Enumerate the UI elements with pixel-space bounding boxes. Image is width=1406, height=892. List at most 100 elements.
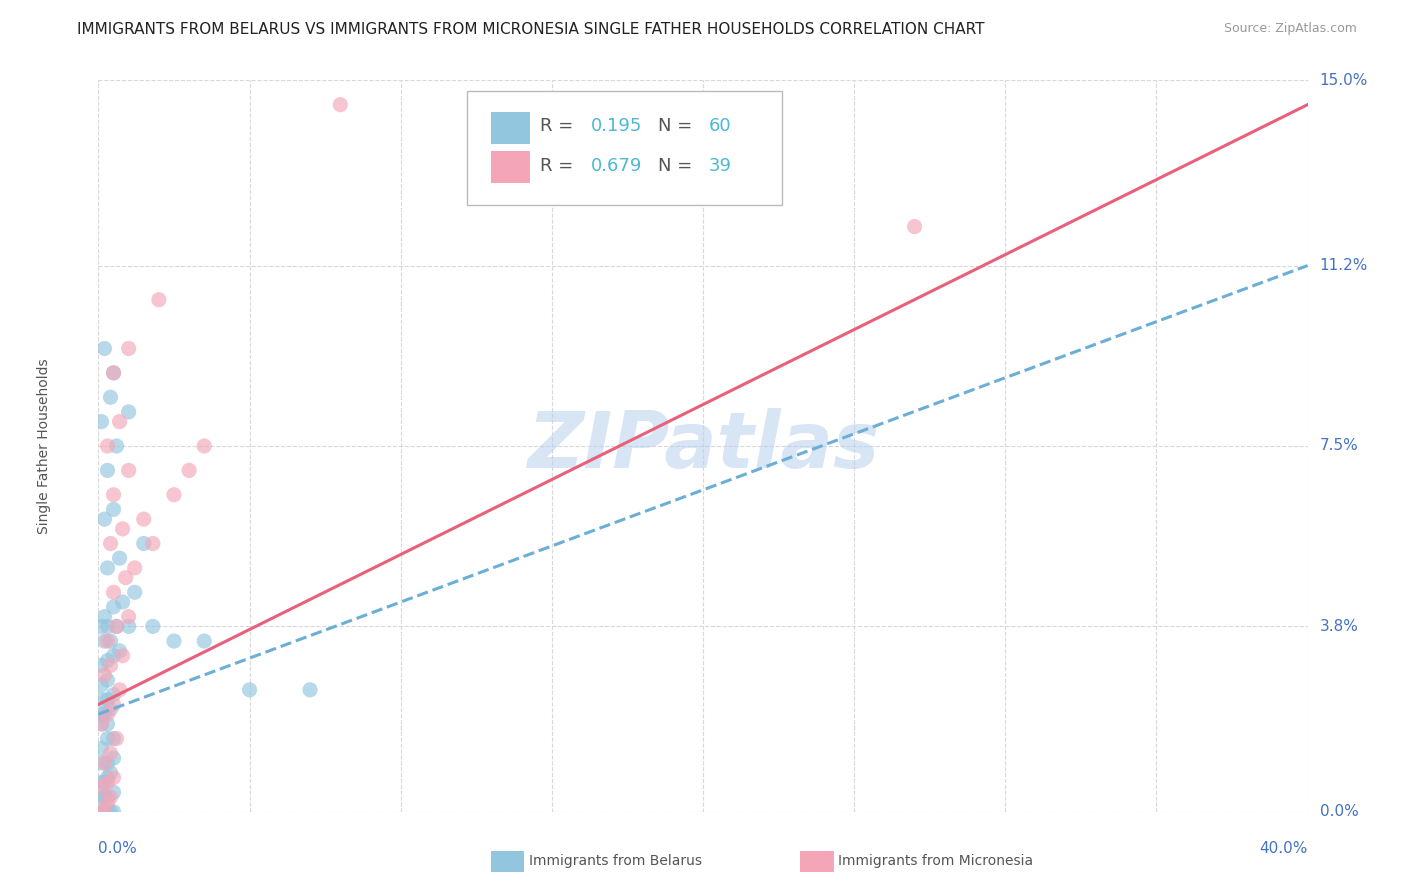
Point [100,702,122,716]
Point [96,707,118,722]
Point [96,756,118,770]
Point [163,634,186,648]
Point [108,644,131,658]
Point [93,805,115,819]
Point [142,536,165,550]
Point [93,707,115,722]
Point [124,561,146,575]
Point [163,488,186,502]
Point [329,97,352,112]
Point [299,682,322,697]
Point [100,805,122,819]
Text: 0.0%: 0.0% [1320,805,1358,819]
Point [93,634,115,648]
Text: ZIPatlas: ZIPatlas [527,408,879,484]
Point [118,619,141,633]
Point [90,692,112,706]
Point [105,731,128,746]
Point [103,785,125,799]
Text: 15.0%: 15.0% [1320,73,1368,87]
Point [96,790,118,805]
Point [148,293,170,307]
Point [90,780,112,795]
Text: R =: R = [540,118,579,136]
Point [96,771,118,785]
Point [96,619,118,633]
Text: 0.0%: 0.0% [98,841,138,856]
Point [179,463,201,477]
Point [90,415,112,429]
Point [103,805,125,819]
Point [93,512,115,526]
Point [93,609,115,624]
Point [103,599,125,614]
Text: N =: N = [658,157,699,175]
Point [103,488,125,502]
Point [90,678,112,692]
FancyBboxPatch shape [492,112,530,144]
Point [114,571,136,585]
Point [90,756,112,770]
Point [103,751,125,765]
Point [108,551,131,566]
Point [100,790,122,805]
Point [103,585,125,599]
Point [111,522,134,536]
Point [93,790,115,805]
Text: R =: R = [540,157,579,175]
Point [96,463,118,477]
Point [100,658,122,673]
Point [90,717,112,731]
Text: 40.0%: 40.0% [1260,841,1308,856]
Point [96,673,118,687]
Point [118,609,141,624]
Point [105,619,128,633]
Point [93,756,115,770]
Text: 0.195: 0.195 [591,118,643,136]
Point [96,795,118,809]
Point [100,634,122,648]
Point [118,342,141,356]
Point [103,688,125,702]
Point [100,390,122,404]
Point [96,439,118,453]
Point [93,342,115,356]
Text: 11.2%: 11.2% [1320,258,1368,273]
Point [93,775,115,789]
Point [96,692,118,706]
Point [90,790,112,805]
Text: 39: 39 [709,157,733,175]
Text: 0.679: 0.679 [591,157,643,175]
Point [904,219,927,234]
Point [108,682,131,697]
Point [96,717,118,731]
Point [142,619,165,633]
Point [193,634,215,648]
Point [96,731,118,746]
Point [108,415,131,429]
Point [96,561,118,575]
Text: Immigrants from Micronesia: Immigrants from Micronesia [838,854,1033,868]
Point [103,366,125,380]
Point [93,668,115,682]
Point [90,707,112,722]
Point [90,805,112,819]
Point [124,585,146,599]
Text: N =: N = [658,118,699,136]
Point [100,746,122,760]
Text: IMMIGRANTS FROM BELARUS VS IMMIGRANTS FROM MICRONESIA SINGLE FATHER HOUSEHOLDS C: IMMIGRANTS FROM BELARUS VS IMMIGRANTS FR… [77,22,984,37]
Point [96,634,118,648]
Point [105,439,128,453]
Point [90,775,112,789]
Point [103,771,125,785]
Point [193,439,215,453]
Text: 7.5%: 7.5% [1320,439,1358,453]
FancyBboxPatch shape [467,91,782,204]
Point [90,619,112,633]
Point [103,731,125,746]
Point [118,463,141,477]
Point [96,775,118,789]
Point [90,805,112,819]
Point [111,595,134,609]
Text: Single Father Households: Single Father Households [37,359,51,533]
